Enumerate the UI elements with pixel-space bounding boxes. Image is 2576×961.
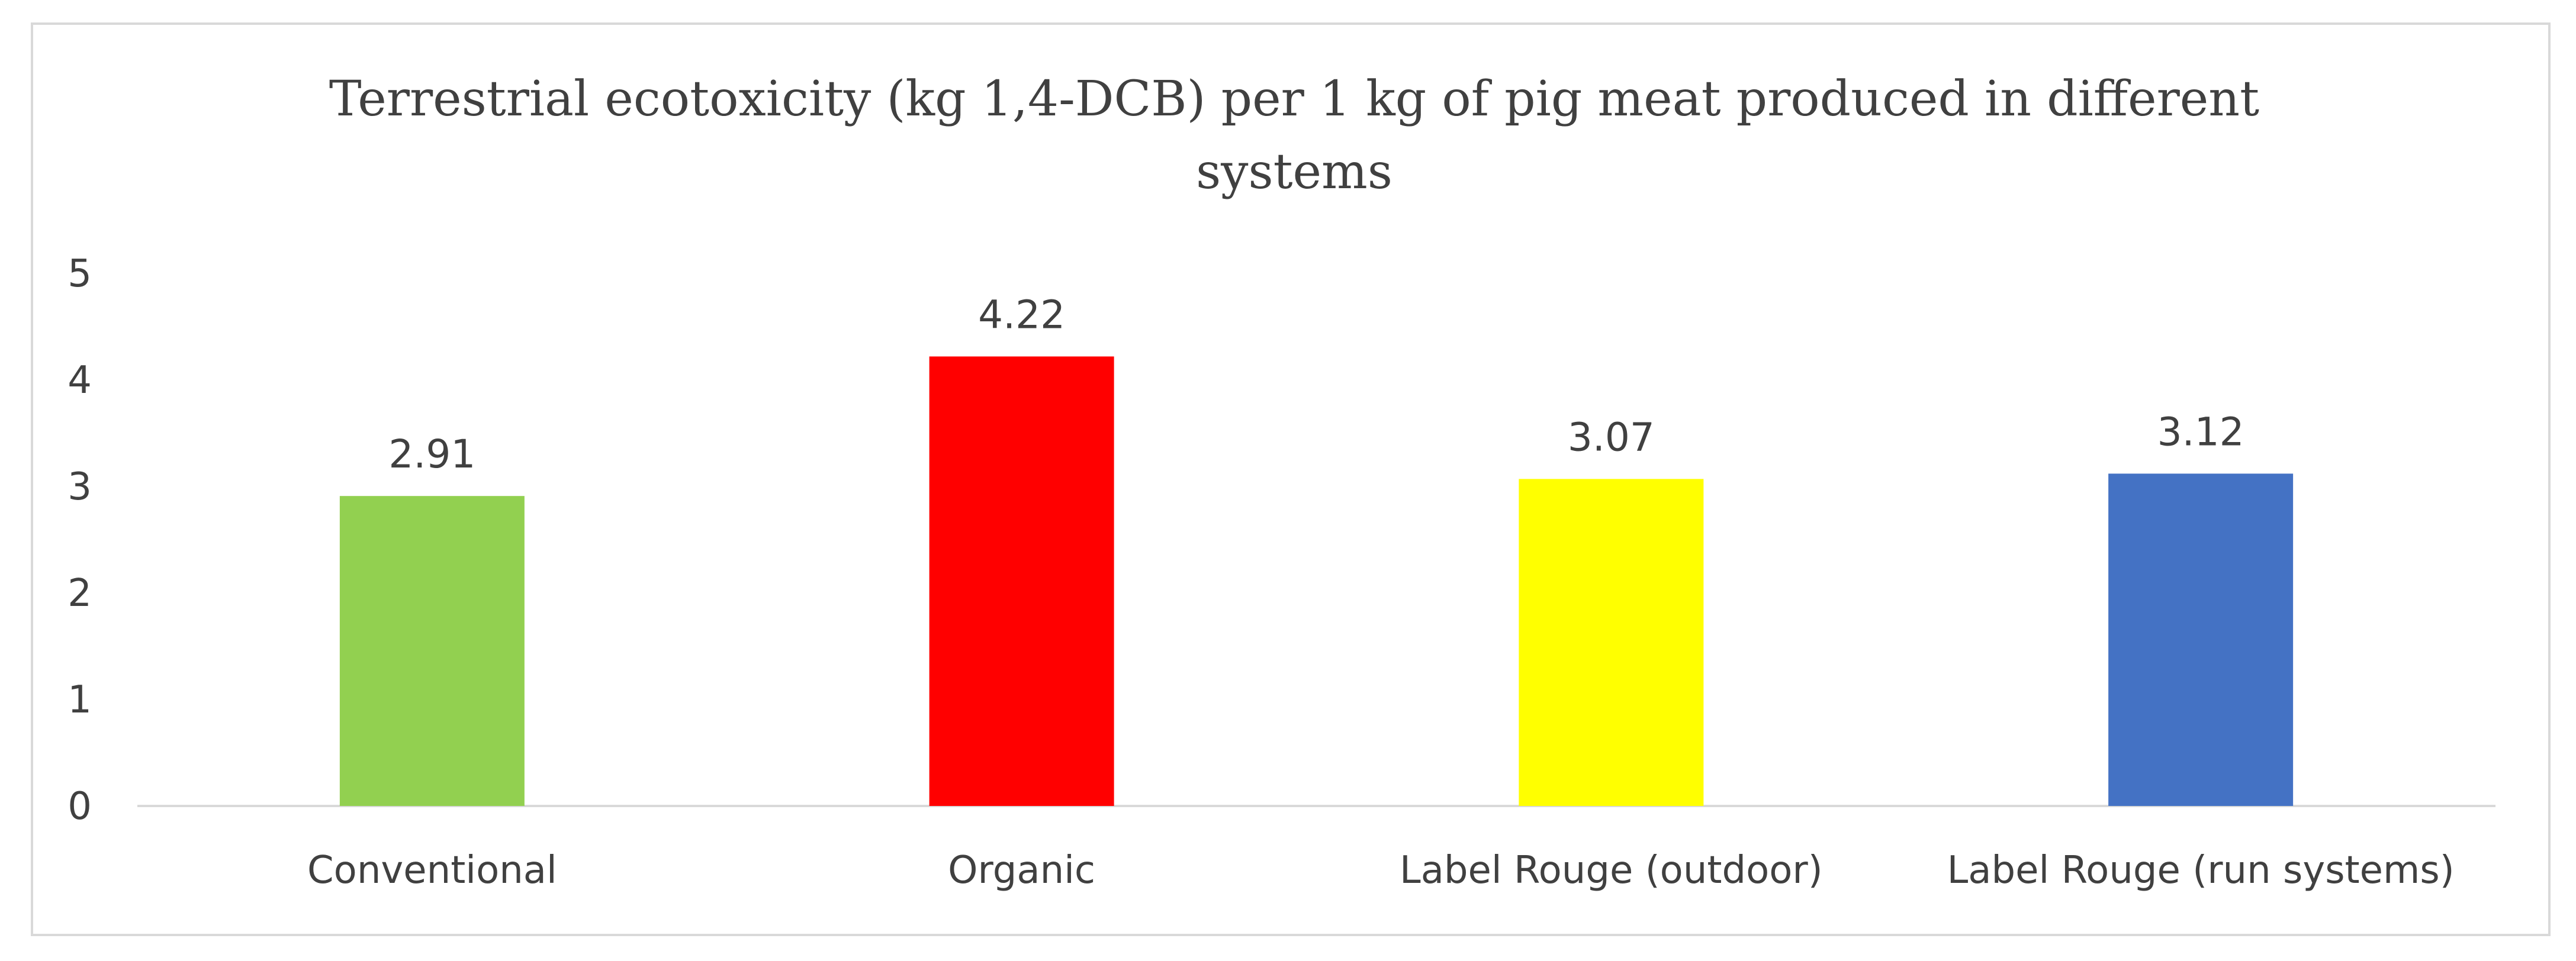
- bar: [2108, 473, 2294, 806]
- category-label: Organic: [948, 849, 1095, 892]
- y-tick-label: 4: [67, 359, 92, 402]
- category-label: Label Rouge (run systems): [1947, 849, 2455, 892]
- y-axis-tick-labels: 0 1 2 3 4 5: [67, 252, 92, 828]
- x-axis-category-labels: Conventional Organic Label Rouge (outdoor)…: [307, 849, 2455, 892]
- bar: [929, 356, 1114, 806]
- bar-series: [339, 356, 2294, 806]
- bar-data-label: 3.07: [1568, 414, 1655, 460]
- y-tick-label: 0: [67, 785, 92, 828]
- y-tick-label: 5: [67, 252, 92, 296]
- category-label: Conventional: [307, 849, 557, 892]
- category-label: Label Rouge (outdoor): [1400, 849, 1823, 892]
- y-tick-label: 3: [67, 465, 92, 509]
- y-tick-label: 2: [67, 572, 92, 615]
- chart-title-line-2: systems: [1196, 144, 1392, 200]
- bar: [339, 496, 525, 806]
- chart-title-line-1: Terrestrial ecotoxicity (kg 1,4-DCB) per…: [329, 71, 2259, 127]
- data-labels: 2.91 4.22 3.07 3.12: [388, 292, 2244, 477]
- bar-data-label: 4.22: [978, 292, 1065, 337]
- y-tick-label: 1: [67, 678, 92, 722]
- bar: [1519, 479, 1704, 806]
- bar-data-label: 2.91: [388, 431, 475, 477]
- bar-data-label: 3.12: [2157, 409, 2244, 454]
